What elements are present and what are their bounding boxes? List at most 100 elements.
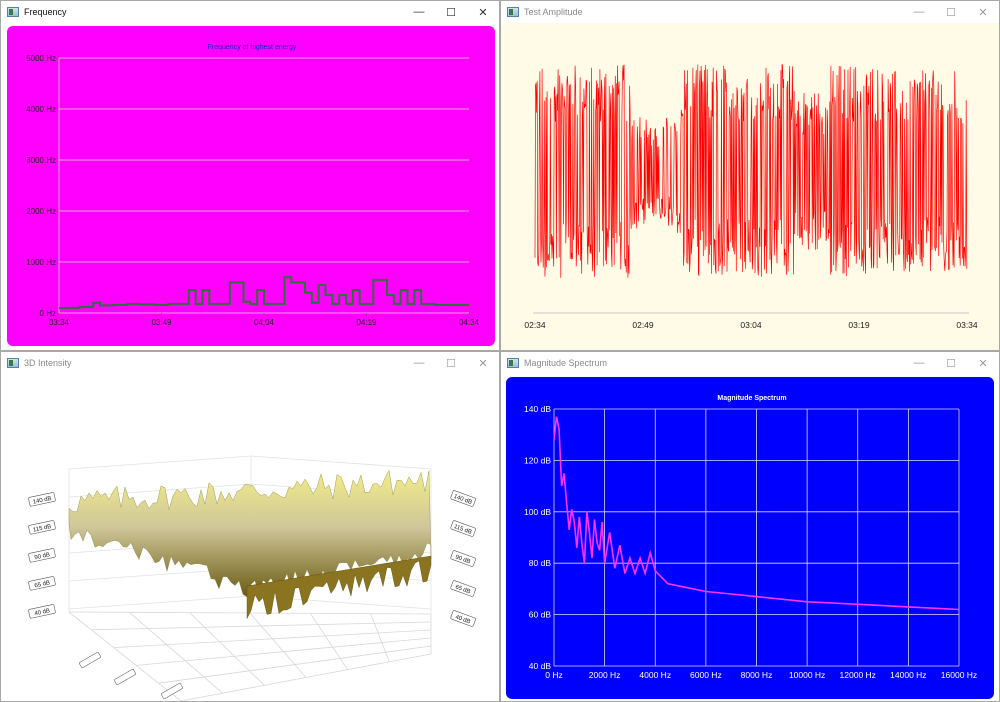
right-axis-label: 140 dB	[450, 490, 476, 507]
frequency-window: Frequency — ☐ ✕ Frequency of highest ene…	[0, 0, 500, 351]
left-axis-label: 65 dB	[28, 576, 56, 591]
label-box	[450, 550, 476, 567]
label-box	[450, 610, 476, 627]
window-title: Frequency	[24, 7, 67, 17]
y-tick-label: 100 dB	[524, 507, 551, 517]
frequency-series-line	[59, 276, 469, 309]
floor-tick-label	[161, 682, 183, 700]
label-box	[28, 604, 56, 619]
minimize-button[interactable]: —	[913, 6, 925, 18]
label-box	[450, 520, 476, 537]
label-text: 90 dB	[454, 554, 471, 565]
amplitude-titlebar[interactable]: Test Amplitude — ☐ ✕	[501, 1, 999, 23]
x-tick-label: 12000 Hz	[840, 670, 876, 680]
floor-gridline	[180, 653, 432, 701]
intensity-surface	[68, 469, 432, 598]
floor-gridline	[309, 613, 349, 670]
y-tick-label: 120 dB	[524, 455, 551, 465]
x-tick-label: 04:19	[356, 318, 377, 327]
app-icon	[7, 358, 19, 368]
amplitude-window: Test Amplitude — ☐ ✕ 02:34 02:49 03:04 03:1…	[500, 0, 1000, 351]
floor-gridline	[370, 613, 390, 662]
frequency-chart[interactable]: Frequency of highest energy 0 Hz 1000 Hz 2…	[1, 23, 499, 350]
frequency-chart-background	[7, 26, 495, 346]
y-tick-label: 0 Hz	[40, 309, 56, 318]
right-axis-label: 40 dB	[450, 610, 476, 627]
spectrum-window: Magnitude Spectrum — ☐ ✕ Magnitude Spect…	[500, 351, 1000, 702]
floor-gridline	[189, 612, 265, 686]
label-text: 65 dB	[34, 580, 51, 589]
x-tick-label: 03:34	[956, 320, 978, 330]
floor-gridline	[136, 637, 432, 666]
chart-title: Frequency of highest energy	[208, 44, 297, 51]
y-tick-label: 140 dB	[524, 404, 551, 414]
y-tick-label: 2000 Hz	[26, 207, 56, 216]
frequency-chart-area: Frequency of highest energy 0 Hz 1000 Hz 2…	[1, 23, 499, 350]
intensity-floor-labels	[79, 651, 183, 700]
intensity-chart-area: 140 dB 115 dB 90 dB 65 dB 40 dB 140 dB 115 dB…	[1, 374, 499, 701]
left-axis-label: 140 dB	[28, 492, 56, 507]
floor-gridline	[68, 611, 182, 701]
y-tick-label: 5000 Hz	[26, 54, 56, 63]
wall-gridline	[68, 595, 252, 610]
minimize-button[interactable]: —	[413, 6, 425, 18]
app-icon	[507, 358, 519, 368]
spectrum-chart-area: Magnitude Spectrum 40 dB 60 dB 80 dB 100 dB…	[501, 374, 999, 701]
spectrum-titlebar[interactable]: Magnitude Spectrum — ☐ ✕	[501, 352, 999, 374]
intensity-3d-chart[interactable]: 140 dB 115 dB 90 dB 65 dB 40 dB 140 dB 115 dB…	[1, 374, 499, 701]
minimize-button[interactable]: —	[913, 357, 925, 369]
wall-gridline	[250, 455, 432, 470]
close-button[interactable]: ✕	[978, 6, 988, 19]
label-text: 40 dB	[454, 614, 471, 625]
floor-gridline	[249, 612, 307, 678]
maximize-button[interactable]: ☐	[946, 6, 956, 19]
right-axis-label: 65 dB	[450, 580, 476, 597]
left-axis-label: 90 dB	[28, 548, 56, 563]
maximize-button[interactable]: ☐	[946, 357, 956, 370]
x-tick-label: 03:04	[740, 320, 762, 330]
label-box	[450, 580, 476, 597]
left-axis-label: 40 dB	[28, 604, 56, 619]
frequency-titlebar[interactable]: Frequency — ☐ ✕	[1, 1, 499, 23]
x-tick-label: 03:19	[848, 320, 870, 330]
floor-gridline	[113, 629, 432, 648]
close-button[interactable]: ✕	[478, 6, 488, 19]
spectrum-chart-background	[506, 377, 994, 699]
intensity-floor-grid	[68, 611, 432, 701]
window-title: 3D Intensity	[24, 358, 72, 368]
x-tick-label: 03:49	[151, 318, 172, 327]
y-tick-label: 4000 Hz	[26, 105, 56, 114]
right-axis-label: 115 dB	[450, 520, 476, 537]
x-tick-label: 6000 Hz	[690, 670, 722, 680]
close-button[interactable]: ✕	[978, 357, 988, 370]
intensity-titlebar[interactable]: 3D Intensity — ☐ ✕	[1, 352, 499, 374]
wall-gridline	[68, 455, 252, 470]
amplitude-chart-area: 02:34 02:49 03:04 03:19 03:34	[501, 23, 999, 350]
label-box	[450, 490, 476, 507]
x-tick-label: 04:34	[459, 318, 480, 327]
label-text: 115 dB	[453, 524, 473, 536]
y-tick-label: 60 dB	[529, 610, 552, 620]
intensity-surface-front-edge	[246, 555, 432, 619]
floor-gridline	[91, 621, 432, 631]
label-text: 40 dB	[34, 608, 51, 617]
x-tick-label: 4000 Hz	[639, 670, 671, 680]
x-tick-label: 2000 Hz	[589, 670, 621, 680]
x-tick-label: 10000 Hz	[789, 670, 825, 680]
maximize-button[interactable]: ☐	[446, 357, 456, 370]
floor-tick-label	[114, 668, 136, 686]
app-icon	[7, 7, 19, 17]
minimize-button[interactable]: —	[413, 357, 425, 369]
label-box	[28, 576, 56, 591]
intensity-window: 3D Intensity — ☐ ✕ 140 dB 115 dB 90 dB 65 d…	[0, 351, 500, 702]
x-tick-label: 04:04	[254, 318, 275, 327]
spectrum-chart[interactable]: Magnitude Spectrum 40 dB 60 dB 80 dB 100 dB…	[501, 374, 999, 701]
app-icon	[507, 7, 519, 17]
close-button[interactable]: ✕	[478, 357, 488, 370]
window-title: Magnitude Spectrum	[524, 358, 608, 368]
x-tick-label: 16000 Hz	[941, 670, 977, 680]
amplitude-chart[interactable]: 02:34 02:49 03:04 03:19 03:34	[501, 23, 999, 350]
floor-gridline	[129, 612, 223, 694]
x-tick-label: 02:34	[524, 320, 546, 330]
maximize-button[interactable]: ☐	[446, 6, 456, 19]
